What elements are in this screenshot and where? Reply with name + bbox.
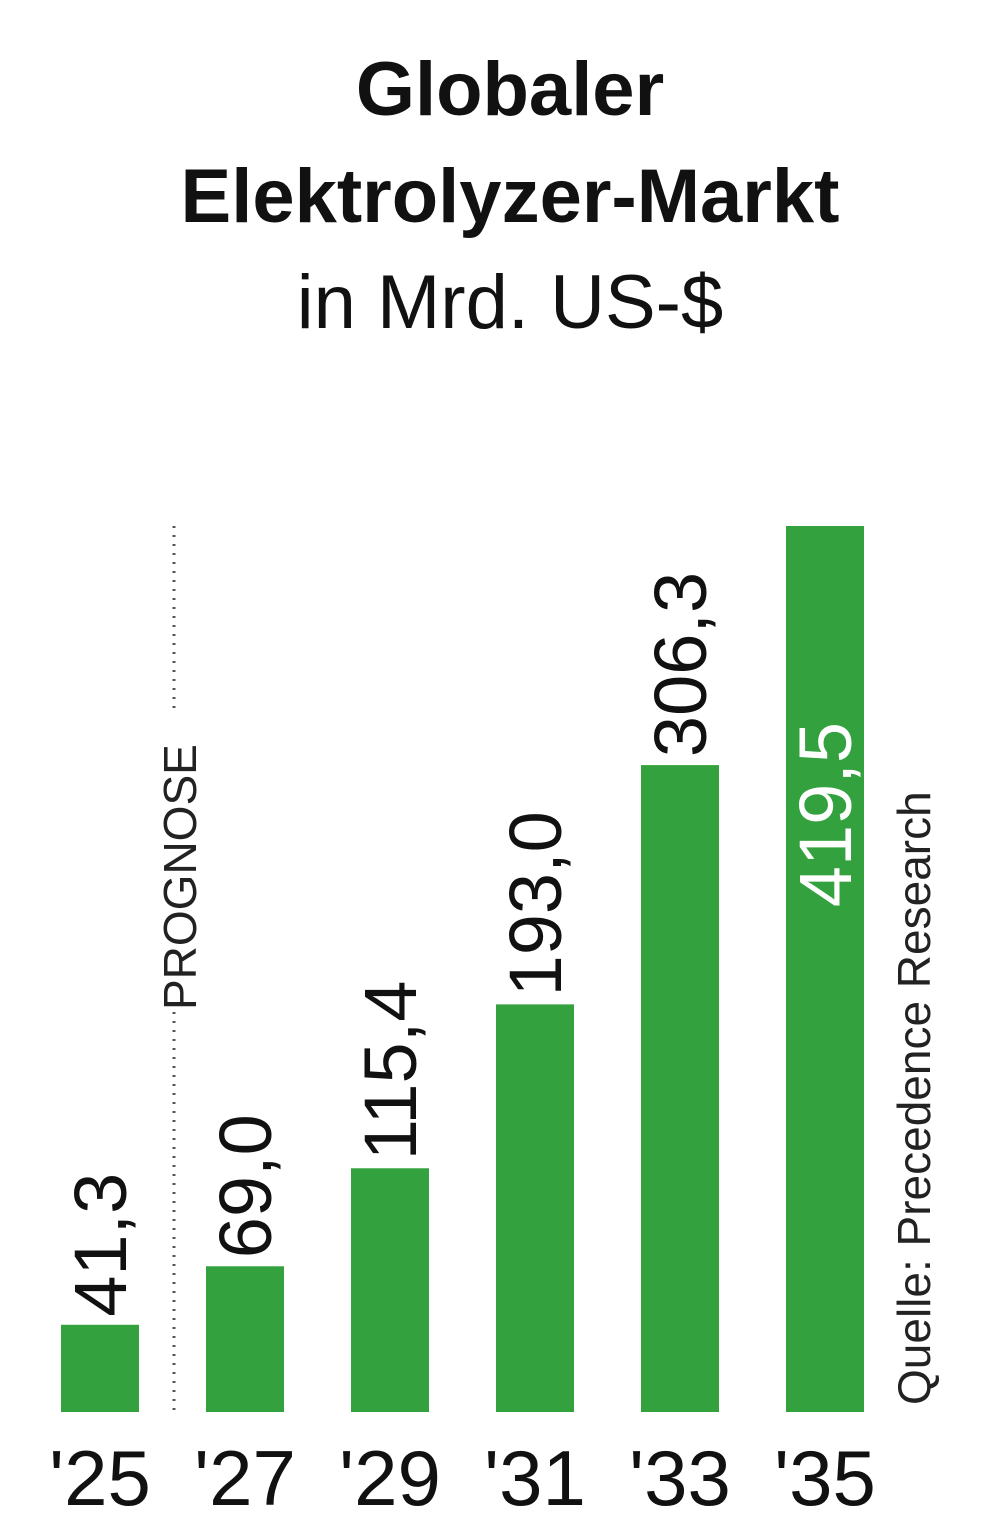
bar-value-label-4: 306,3	[639, 572, 722, 757]
chart-title-line-2: Elektrolyzer-Markt	[181, 154, 840, 239]
bar-value-label-5: 419,5	[784, 722, 867, 907]
bar-0	[61, 1324, 139, 1412]
bar-1	[206, 1266, 284, 1412]
chart-subtitle: in Mrd. US-$	[297, 260, 724, 345]
bar-value-label-1: 69,0	[204, 1114, 287, 1258]
forecast-label-background	[148, 712, 204, 1012]
forecast-label: PROGNOSE	[154, 744, 206, 1010]
bars-layer: 41,3 '25 69,0 '27 115,4 '29 193,0 '31 306,3 '33 41…	[49, 526, 876, 1522]
bar-value-label-2: 115,4	[349, 981, 432, 1161]
bar-value-label-0: 41,3	[59, 1173, 142, 1317]
chart-title-line-1: Globaler	[356, 47, 664, 132]
x-tick-label-2: '29	[339, 1434, 441, 1522]
bar-5	[786, 526, 864, 1412]
x-tick-label-4: '33	[629, 1434, 731, 1522]
bar-2	[351, 1168, 429, 1412]
bar-4	[641, 765, 719, 1412]
bar-value-label-3: 193,0	[494, 811, 577, 996]
x-tick-label-3: '31	[484, 1434, 586, 1522]
x-tick-label-0: '25	[49, 1434, 151, 1522]
x-tick-label-5: '35	[774, 1434, 876, 1522]
x-tick-label-1: '27	[194, 1434, 296, 1522]
bar-3	[496, 1004, 574, 1412]
source-note: Quelle: Precedence Research	[888, 791, 940, 1405]
